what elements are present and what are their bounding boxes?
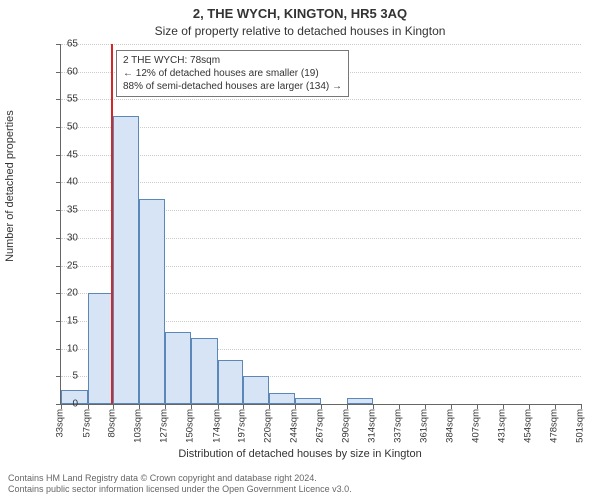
histogram-bar <box>88 293 114 404</box>
x-tick-label: 267sqm <box>315 409 326 443</box>
annotation-line: 2 THE WYCH: 78sqm <box>123 54 342 67</box>
x-tick-label: 290sqm <box>340 409 351 443</box>
y-tick-label: 50 <box>48 122 78 133</box>
x-tick-label: 174sqm <box>211 409 222 443</box>
y-tick-label: 35 <box>48 205 78 216</box>
y-tick-label: 65 <box>48 39 78 50</box>
gridline <box>61 44 581 45</box>
x-tick-label: 57sqm <box>81 409 92 438</box>
reference-line <box>111 44 113 404</box>
histogram-bar <box>295 398 321 404</box>
y-tick-label: 45 <box>48 149 78 160</box>
footer-line: Contains HM Land Registry data © Crown c… <box>8 473 592 485</box>
x-tick-label: 150sqm <box>185 409 196 443</box>
plot-area: 2 THE WYCH: 78sqm ← 12% of detached hous… <box>60 44 581 405</box>
gridline <box>61 182 581 183</box>
y-tick-label: 55 <box>48 94 78 105</box>
y-axis-label: Number of detached properties <box>4 110 16 262</box>
x-axis-label: Distribution of detached houses by size … <box>0 448 600 460</box>
x-tick-label: 407sqm <box>470 409 481 443</box>
y-tick-label: 25 <box>48 260 78 271</box>
y-tick-label: 20 <box>48 288 78 299</box>
annotation-box: 2 THE WYCH: 78sqm ← 12% of detached hous… <box>116 50 349 97</box>
x-tick-label: 337sqm <box>392 409 403 443</box>
x-tick-label: 431sqm <box>497 409 508 443</box>
histogram-bar <box>218 360 244 404</box>
histogram-bar <box>269 393 296 404</box>
y-tick-label: 30 <box>48 232 78 243</box>
y-tick-label: 10 <box>48 343 78 354</box>
y-tick-label: 15 <box>48 315 78 326</box>
histogram-bar <box>139 199 166 404</box>
histogram-bar <box>243 376 269 404</box>
gridline <box>61 155 581 156</box>
x-tick-label: 127sqm <box>159 409 170 443</box>
x-tick-label: 33sqm <box>55 409 66 438</box>
histogram-bar <box>191 338 218 404</box>
chart-title-sub: Size of property relative to detached ho… <box>0 24 600 38</box>
x-tick-label: 454sqm <box>522 409 533 443</box>
y-tick-label: 40 <box>48 177 78 188</box>
x-tick-label: 384sqm <box>445 409 456 443</box>
histogram-bar <box>347 398 374 404</box>
x-tick-label: 220sqm <box>262 409 273 443</box>
x-tick-label: 197sqm <box>237 409 248 443</box>
chart-title-main: 2, THE WYCH, KINGTON, HR5 3AQ <box>0 6 600 21</box>
y-tick-label: 5 <box>48 371 78 382</box>
x-tick-label: 103sqm <box>132 409 143 443</box>
footer-line: Contains public sector information licen… <box>8 484 592 496</box>
chart-container: 2, THE WYCH, KINGTON, HR5 3AQ Size of pr… <box>0 0 600 500</box>
x-tick-label: 314sqm <box>367 409 378 443</box>
y-tick-label: 60 <box>48 66 78 77</box>
histogram-bar <box>113 116 139 404</box>
annotation-line: 88% of semi-detached houses are larger (… <box>123 80 342 93</box>
gridline <box>61 127 581 128</box>
x-tick-label: 244sqm <box>289 409 300 443</box>
gridline <box>61 99 581 100</box>
x-tick-label: 80sqm <box>107 409 118 438</box>
histogram-bar <box>165 332 191 404</box>
footer-attribution: Contains HM Land Registry data © Crown c… <box>8 473 592 496</box>
x-tick-label: 361sqm <box>419 409 430 443</box>
x-tick-label: 478sqm <box>549 409 560 443</box>
x-tick-label: 501sqm <box>575 409 586 443</box>
annotation-line: ← 12% of detached houses are smaller (19… <box>123 67 342 80</box>
